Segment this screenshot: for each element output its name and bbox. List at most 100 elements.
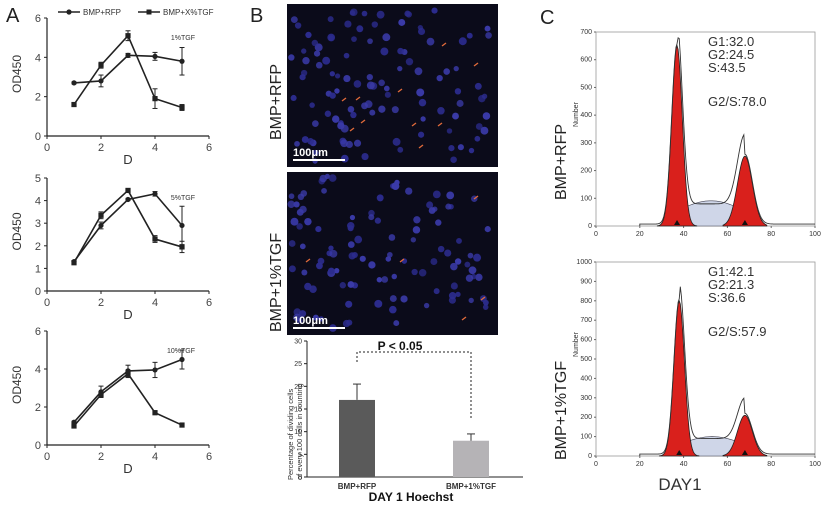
- bar: [453, 440, 489, 477]
- legend-label-rfp: BMP+RFP: [83, 8, 121, 17]
- x-tick-label: 4: [152, 297, 158, 309]
- nucleus: [342, 319, 351, 328]
- data-point: [125, 33, 131, 39]
- y-tick-label: 0: [588, 453, 592, 460]
- nucleus: [288, 240, 296, 247]
- stat-s: S:36.6: [708, 290, 746, 305]
- y-tick-label: 5: [35, 173, 41, 185]
- nucleus: [287, 200, 295, 208]
- legend: BMP+RFP BMP+X%TGF: [58, 8, 214, 17]
- y-axis-label: OD450: [10, 55, 24, 93]
- y-tick-label: 1000: [576, 259, 592, 266]
- y-tick-label: 700: [580, 317, 592, 324]
- nucleus: [397, 65, 403, 72]
- nucleus: [389, 295, 397, 303]
- g1-peak: [659, 299, 700, 457]
- x-tick-label: 80: [767, 461, 775, 468]
- nucleus: [339, 282, 346, 289]
- series-line: [73, 372, 183, 427]
- data-point: [179, 222, 185, 229]
- nucleus: [376, 194, 384, 202]
- y-tick-label: 800: [580, 298, 592, 305]
- nucleus: [430, 258, 438, 266]
- nucleus: [297, 193, 305, 201]
- nucleus: [290, 94, 297, 102]
- nucleus: [337, 122, 345, 130]
- mitotic-cell-marker: [399, 258, 405, 263]
- data-point: [179, 422, 185, 428]
- y-tick-label: 20: [294, 384, 302, 391]
- nucleus: [436, 74, 443, 82]
- data-point: [98, 78, 104, 84]
- x-tick-label: 2: [98, 297, 104, 309]
- nucleus: [450, 262, 458, 271]
- significance-bracket: [356, 351, 472, 420]
- x-tick-label: 0: [44, 142, 50, 154]
- stat-g1: G1:42.1: [708, 264, 754, 279]
- nucleus: [351, 36, 357, 42]
- nucleus: [288, 265, 296, 273]
- data-point: [152, 53, 158, 59]
- nucleus: [331, 115, 340, 123]
- nucleus: [329, 92, 336, 99]
- nucleus: [448, 145, 455, 152]
- line-chart-5pct: 0 1 2 3 4 5 0 2 4 6 D OD450 5%TGF: [10, 173, 212, 322]
- nucleus: [423, 302, 430, 309]
- y-tick-label: 200: [580, 168, 592, 175]
- nucleus: [420, 116, 426, 122]
- histogram-envelope: [639, 286, 815, 456]
- nucleus: [457, 144, 464, 151]
- mitotic-cell-marker: [473, 62, 479, 67]
- y-axis-label: Percentage of dividing cellsof every 100…: [286, 383, 304, 480]
- plot-frame: [595, 261, 816, 457]
- y-axis-label-line: of every 100 cells in counting: [295, 383, 304, 480]
- nucleus: [329, 71, 335, 77]
- nucleus: [454, 88, 462, 95]
- nucleus: [417, 25, 423, 31]
- flow-histogram-tgf: 0 100 200 300 400 500 600 700 800 900 1000 0 20 40 60 8…: [573, 259, 821, 468]
- mitotic-cell-marker: [480, 296, 486, 301]
- x-tick-label: 80: [767, 231, 775, 238]
- nucleus: [361, 152, 369, 161]
- annotation: 5%TGF: [171, 195, 195, 202]
- y-tick-label: 0: [298, 475, 302, 482]
- nucleus: [450, 156, 457, 164]
- nucleus: [313, 50, 321, 57]
- nucleus: [410, 237, 417, 243]
- y-axis-label: Number: [573, 331, 580, 357]
- stat-g2-s-ratio: G2/S:57.9: [708, 324, 767, 339]
- nucleus: [369, 109, 376, 116]
- mitotic-cell-marker: [360, 119, 366, 124]
- data-point: [125, 52, 131, 58]
- y-tick-label: 4: [35, 196, 41, 208]
- y-tick-label: 300: [580, 140, 592, 147]
- y-tick-label: 1: [35, 263, 41, 275]
- nucleus: [467, 252, 474, 259]
- nucleus: [316, 262, 323, 270]
- nucleus: [411, 268, 418, 276]
- series-line: [73, 34, 183, 109]
- nucleus: [361, 10, 368, 17]
- nucleus: [456, 237, 462, 244]
- g1-marker: [674, 220, 681, 225]
- mitotic-cell-marker: [473, 195, 479, 200]
- nucleus: [456, 99, 464, 107]
- nucleus: [356, 25, 364, 33]
- nucleus: [393, 320, 400, 326]
- nucleus: [349, 10, 356, 16]
- annotation: 10%TGF: [167, 348, 195, 355]
- y-tick-label: 200: [580, 414, 592, 421]
- line-chart-10pct: 0 2 4 6 0 2 4 6 D OD450 10%TGF: [10, 326, 212, 476]
- annotation: 1%TGF: [171, 35, 195, 42]
- nucleus: [405, 11, 412, 18]
- nucleus: [413, 216, 421, 224]
- y-tick-label: 2: [35, 241, 41, 253]
- data-point: [152, 367, 158, 373]
- x-tick-label: 0: [44, 451, 50, 463]
- nucleus: [443, 68, 450, 75]
- y-tick-label: 0: [35, 286, 41, 298]
- nucleus: [307, 138, 314, 145]
- data-point: [125, 371, 131, 377]
- nucleus: [448, 296, 456, 304]
